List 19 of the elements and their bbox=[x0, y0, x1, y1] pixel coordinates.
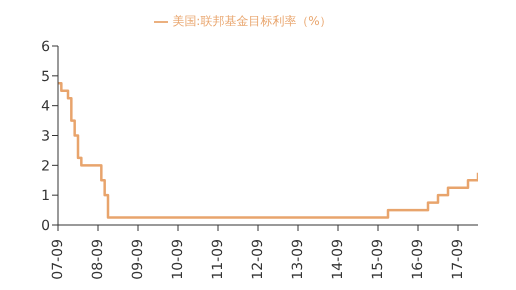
y-tick-label: 5 bbox=[41, 68, 50, 85]
legend-label: 美国:联邦基金目标利率（%） bbox=[172, 14, 332, 28]
y-tick-label: 4 bbox=[41, 98, 50, 115]
x-tick-label: 12-09 bbox=[250, 239, 266, 280]
x-tick-label: 11-09 bbox=[210, 239, 226, 280]
y-tick-label: 1 bbox=[41, 188, 50, 204]
x-tick-label: 07-09 bbox=[50, 239, 66, 280]
x-tick-label: 15-09 bbox=[370, 239, 386, 280]
x-tick-label: 09-09 bbox=[130, 239, 146, 280]
x-tick-label: 10-09 bbox=[170, 239, 186, 280]
x-tick-label: 17-09 bbox=[450, 239, 466, 280]
x-tick-label: 16-09 bbox=[410, 239, 426, 280]
x-tick-label: 08-09 bbox=[90, 239, 106, 280]
y-tick-label: 2 bbox=[41, 158, 50, 174]
x-tick-label: 14-09 bbox=[330, 239, 346, 280]
y-tick-label: 0 bbox=[41, 218, 50, 234]
y-tick-label: 6 bbox=[41, 38, 50, 55]
x-tick-label: 13-09 bbox=[290, 239, 306, 280]
y-tick-label: 3 bbox=[41, 128, 50, 144]
